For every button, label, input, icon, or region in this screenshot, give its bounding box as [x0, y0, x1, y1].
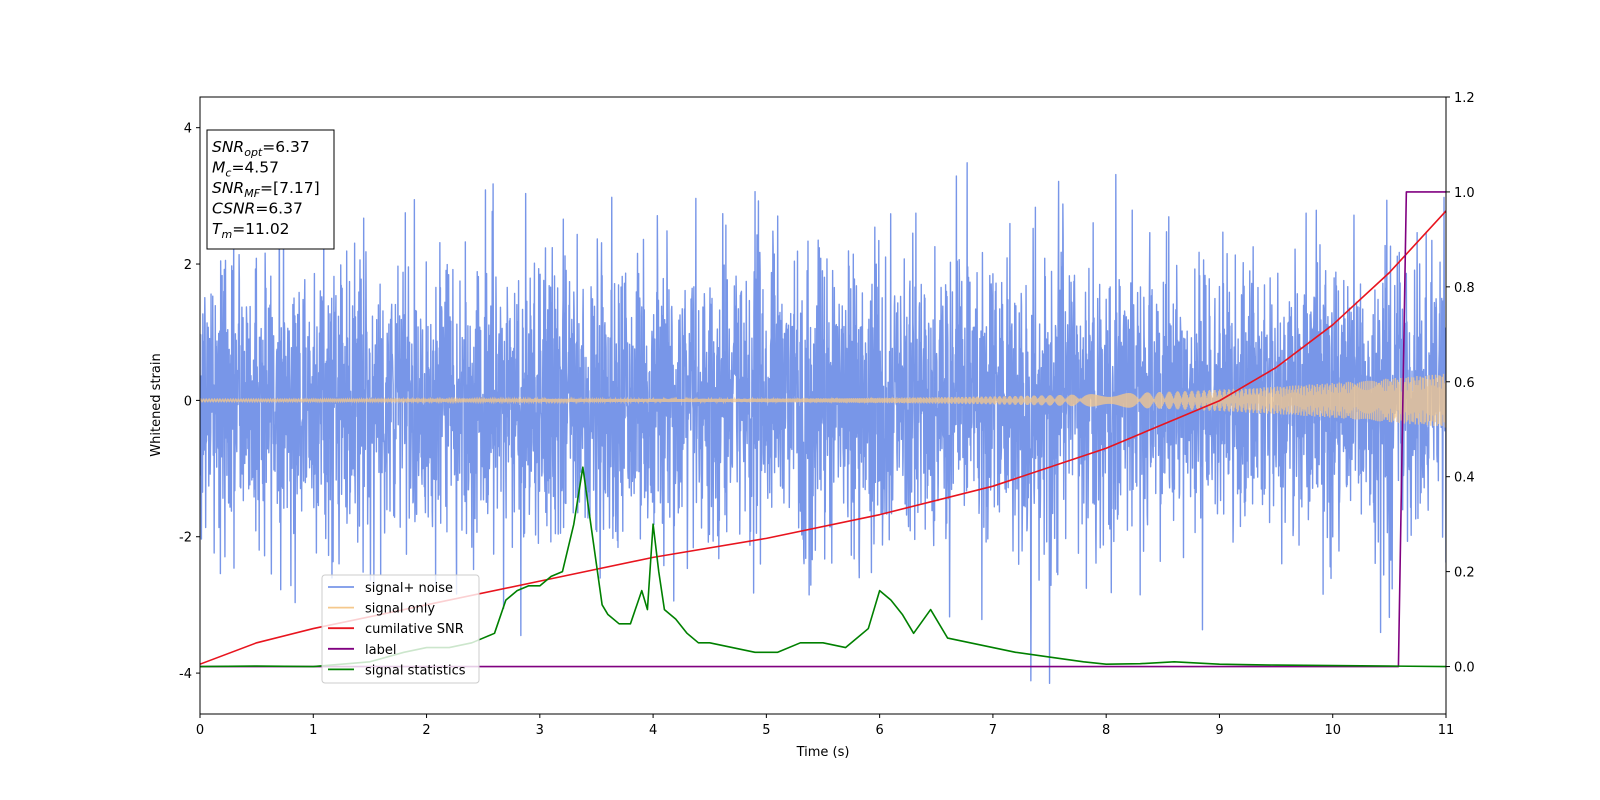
y-tick-label: 4 — [184, 122, 192, 137]
series-line-signal-only — [200, 373, 1446, 428]
x-tick-label: 8 — [1102, 723, 1110, 738]
x-tick-label: 2 — [422, 723, 430, 738]
y2-tick-label: 1.0 — [1454, 186, 1475, 201]
x-tick-label: 4 — [649, 723, 657, 738]
y2-tick-label: 0.6 — [1454, 376, 1475, 391]
stats-line: SNRopt=6.37 — [212, 138, 310, 159]
legend: signal+ noise signal only cumilative SNR la… — [321, 574, 480, 684]
axes-layer: 0 1 2 3 4 5 6 7 8 9 10 11 -4 -2 0 2 4 0.0 0.2 0.4 0.6 0.8 1.0 1… — [179, 91, 1475, 738]
y2-tick-label: 0.2 — [1454, 566, 1475, 581]
stats-line: CSNR=6.37 — [212, 200, 303, 218]
x-tick-label: 5 — [762, 723, 770, 738]
legend-entry: cumilative SNR — [365, 622, 464, 637]
x-tick-label: 11 — [1438, 723, 1455, 738]
x-tick-label: 0 — [196, 723, 204, 738]
y-tick-label: -4 — [179, 667, 192, 682]
x-axis-label: Time (s) — [796, 745, 850, 760]
y2-tick-label: 0.4 — [1454, 471, 1475, 486]
x-tick-label: 9 — [1215, 723, 1223, 738]
y-tick-label: 2 — [184, 258, 192, 273]
y2-tick-label: 1.2 — [1454, 91, 1475, 106]
y-tick-label: -2 — [179, 531, 192, 546]
series-line-signal-plus-noise — [200, 162, 1446, 685]
x-tick-label: 7 — [989, 723, 997, 738]
legend-entry: signal+ noise — [365, 581, 453, 596]
x-tick-label: 3 — [536, 723, 544, 738]
legend-entry: signal only — [365, 602, 435, 617]
plot-frame — [199, 96, 1447, 715]
y-axis-label: Whitened strain — [149, 353, 164, 456]
x-tick-label: 6 — [875, 723, 883, 738]
x-tick-label: 1 — [309, 723, 317, 738]
y2-tick-label: 0.8 — [1454, 281, 1475, 296]
y-tick-label: 0 — [184, 394, 192, 409]
legend-items: signal+ noise signal only cumilative SNR la… — [328, 581, 466, 678]
series-line-label — [200, 191, 1446, 668]
stats-line: SNRMF=[7.17] — [212, 179, 320, 200]
stats-annotation-box — [206, 129, 335, 250]
legend-frame — [321, 574, 480, 684]
stats-line: Mc=4.57 — [212, 159, 279, 180]
series-line-signal-statistics — [200, 466, 1446, 668]
x-tick-label: 10 — [1324, 723, 1341, 738]
legend-entry: signal statistics — [365, 663, 466, 678]
legend-entry: label — [365, 643, 396, 658]
y2-tick-label: 0.0 — [1454, 661, 1475, 676]
stats-line: Tm=11.02 — [212, 220, 290, 241]
